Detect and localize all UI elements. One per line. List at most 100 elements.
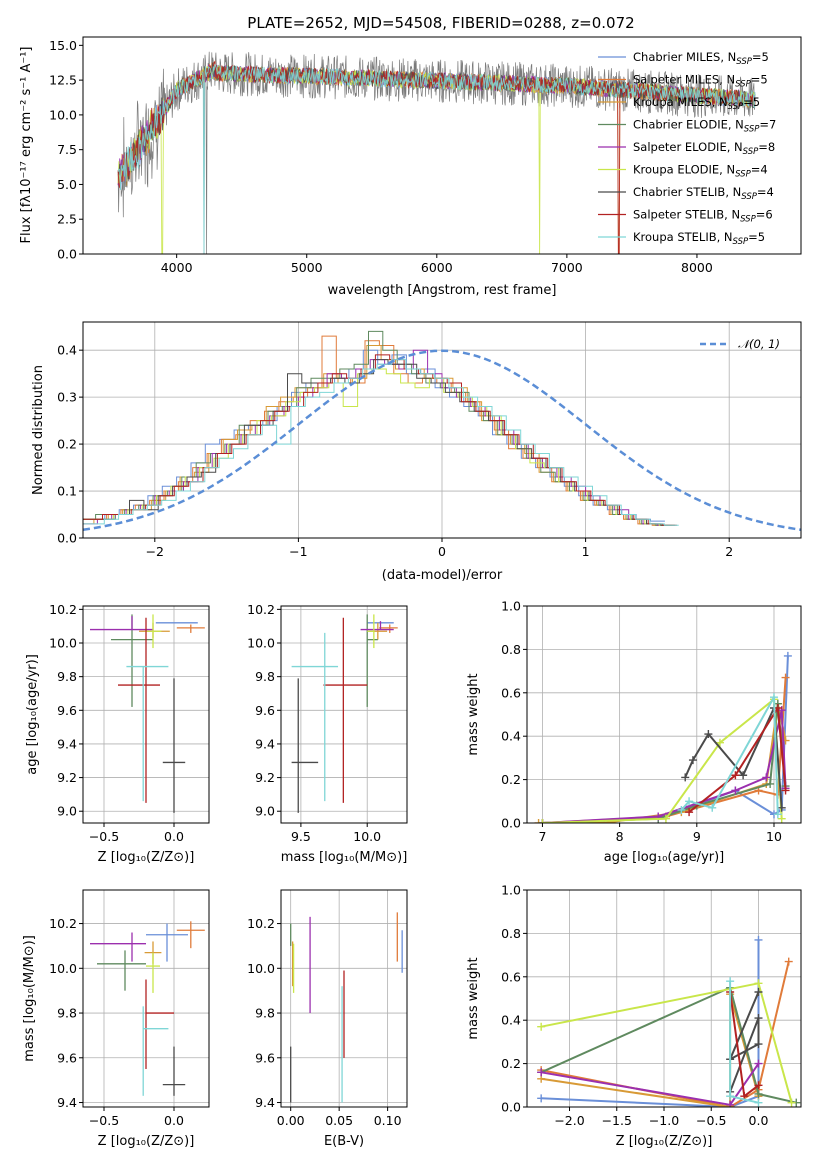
- x-tick-label: 4000: [161, 260, 193, 275]
- y-tick-label: 0.4: [501, 1013, 521, 1028]
- legend-subscript: SSP: [733, 237, 749, 247]
- histogram-series: [83, 359, 679, 526]
- y-tick-label: 10.0: [49, 961, 77, 976]
- axes-frame: [82, 605, 210, 824]
- x-tick-label: −1.5: [602, 1113, 632, 1128]
- y-tick-label: 9.6: [255, 703, 275, 718]
- y-tick-label: 9.8: [255, 1006, 275, 1021]
- y-tick-label: 0.2: [501, 1056, 521, 1071]
- x-tick-label: 10.0: [353, 829, 381, 844]
- plus-marker: [781, 786, 790, 795]
- plus-marker: [754, 1059, 763, 1068]
- plus-marker: [726, 977, 735, 986]
- spectrum-title: PLATE=2652, MJD=54508, FIBERID=0288, z=0…: [247, 14, 634, 32]
- plus-marker: [708, 803, 717, 812]
- legend-suffix: =8: [758, 140, 775, 154]
- x-axis-label: age [log₁₀(age/yr)]: [604, 850, 725, 865]
- x-tick-label: 0.0: [164, 829, 184, 844]
- plus-marker: [538, 819, 547, 823]
- x-tick-label: 1: [582, 544, 590, 559]
- plus-marker: [773, 810, 782, 819]
- y-tick-label: 0.6: [501, 969, 521, 984]
- x-axis-label: E(B-V): [324, 1134, 364, 1149]
- plus-marker: [726, 1092, 735, 1101]
- y-tick-label: 0.1: [57, 484, 77, 499]
- y-tick-label: 0.8: [501, 642, 521, 657]
- x-tick-label: −1: [289, 544, 307, 559]
- plus-marker: [681, 773, 690, 782]
- plus-marker: [762, 773, 771, 782]
- y-tick-label: 0.4: [57, 343, 77, 358]
- x-tick-label: 10: [766, 829, 782, 844]
- plus-marker: [715, 738, 724, 747]
- legend-suffix: =5: [743, 95, 760, 109]
- legend-suffix: =4: [751, 163, 768, 177]
- y-tick-label: 1.0: [501, 883, 521, 898]
- plus-marker: [777, 803, 786, 812]
- y-axis-label: age [log₁₀(age/yr)]: [25, 654, 40, 775]
- legend-label: Kroupa ELODIE, NSSP=4: [633, 163, 768, 180]
- x-tick-label: 8000: [681, 260, 713, 275]
- x-axis-label: Z [log₁₀(Z/Z⊙)]: [98, 850, 195, 865]
- plus-marker: [537, 1068, 546, 1077]
- x-tick-label: 0.05: [325, 1113, 353, 1128]
- plus-marker: [754, 935, 763, 944]
- plot-area: [534, 651, 792, 823]
- legend-suffix: =5: [752, 50, 769, 64]
- x-tick-label: 7: [538, 829, 546, 844]
- axes-frame: [280, 605, 408, 824]
- y-tick-label: 10.2: [49, 602, 77, 617]
- spectrum-panel: PLATE=2652, MJD=54508, FIBERID=0288, z=0…: [19, 14, 802, 298]
- plus-marker: [754, 987, 763, 996]
- normal-curve-line: [83, 349, 801, 532]
- legend-label: Chabrier MILES, NSSP=5: [633, 50, 769, 67]
- y-tick-label: 9.4: [57, 736, 77, 751]
- x-axis-label: Z [log₁₀(Z/Z⊙)]: [616, 1134, 713, 1149]
- normal-curve-legend-label: 𝒩(0, 1): [738, 337, 780, 351]
- x-tick-label: −0.5: [696, 1113, 726, 1128]
- y-axis-label: mass [log₁₀(M/M⊙)]: [22, 935, 37, 1062]
- y-tick-label: 9.0: [255, 804, 275, 819]
- spectrum-legend: Chabrier MILES, NSSP=5 Salpeter MILES, NS…: [598, 50, 776, 247]
- y-tick-label: 9.8: [57, 1006, 77, 1021]
- axes-frame: [82, 889, 210, 1108]
- massweight-vs-metallicity-panel: −2.0 −1.5 −1.0 −0.5 0.0 0.0 0.2 0.4 0.6 0.8 1.0 Z […: [466, 883, 802, 1149]
- massweight-vs-age-panel: 7 8 9 10 0.0 0.2 0.4 0.6 0.8 1.0 age [log₁₀(age/yr…: [466, 599, 802, 865]
- x-tick-label: 9: [693, 829, 701, 844]
- axes-frame: [526, 605, 802, 824]
- y-tick-label: 10.0: [49, 636, 77, 651]
- plus-marker: [685, 808, 694, 817]
- mass-vs-ebv-panel: 0.00 0.05 0.10 9.4 9.6 9.8 10.0 10.2 E(B-V): [247, 889, 408, 1149]
- plus-marker: [754, 1098, 763, 1107]
- plus-marker: [784, 957, 793, 966]
- y-tick-label: 1.0: [501, 599, 521, 614]
- x-tick-label: 7000: [551, 260, 583, 275]
- y-tick-label: 0.2: [57, 437, 77, 452]
- y-tick-label: 9.4: [57, 1095, 77, 1110]
- legend-suffix: =7: [759, 118, 776, 132]
- legend-subscript: SSP: [728, 102, 744, 112]
- age-vs-mass-panel: 9.5 10.0 9.0 9.2 9.4 9.6 9.8 10.0 10.2 mass [log₁…: [247, 602, 408, 865]
- y-tick-label: 9.4: [255, 736, 275, 751]
- spectrum-xlabel: wavelength [Angstrom, rest frame]: [328, 283, 557, 298]
- legend-subscript: SSP: [740, 215, 756, 225]
- y-tick-label: 0.0: [57, 531, 77, 546]
- legend-suffix: =4: [757, 185, 774, 199]
- plus-marker: [731, 771, 740, 780]
- x-tick-label: −1.0: [649, 1113, 679, 1128]
- plus-marker: [769, 693, 778, 702]
- x-tick-label: 0.00: [277, 1113, 305, 1128]
- legend-subscript: SSP: [744, 125, 760, 135]
- plot-area: [90, 614, 205, 813]
- plus-marker: [731, 786, 740, 795]
- legend-subscript: SSP: [735, 80, 751, 90]
- y-tick-label: 7.5: [57, 142, 77, 157]
- legend-suffix: =6: [756, 208, 773, 222]
- y-tick-label: 10.0: [49, 107, 77, 122]
- residuals-legend: 𝒩(0, 1): [700, 337, 780, 351]
- plus-marker: [739, 771, 748, 780]
- plus-marker: [661, 814, 670, 823]
- legend-subscript: SSP: [741, 192, 757, 202]
- y-tick-label: 0.0: [501, 816, 521, 831]
- legend-label: Chabrier ELODIE, NSSP=7: [633, 118, 776, 135]
